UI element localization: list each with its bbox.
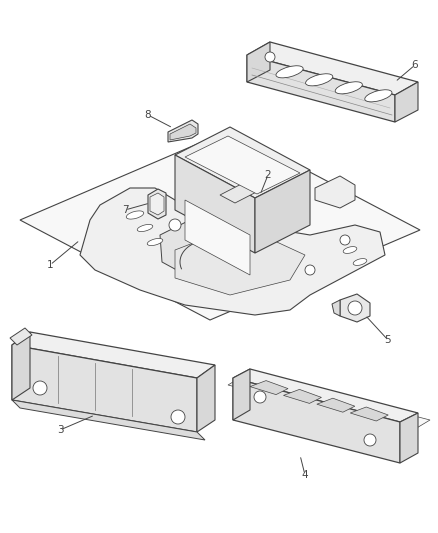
Polygon shape — [148, 189, 166, 219]
Polygon shape — [20, 130, 419, 320]
Polygon shape — [283, 390, 321, 403]
Polygon shape — [175, 155, 254, 253]
Polygon shape — [168, 120, 198, 142]
Text: 5: 5 — [384, 335, 390, 345]
Ellipse shape — [343, 247, 356, 253]
Text: 8: 8 — [145, 110, 151, 120]
Polygon shape — [12, 332, 30, 400]
Circle shape — [171, 410, 184, 424]
Text: 4: 4 — [301, 470, 307, 480]
Polygon shape — [233, 369, 417, 422]
Polygon shape — [10, 328, 32, 345]
Text: 3: 3 — [57, 425, 63, 435]
Ellipse shape — [364, 90, 391, 102]
Ellipse shape — [137, 224, 152, 231]
Circle shape — [254, 391, 265, 403]
Polygon shape — [184, 200, 249, 275]
Polygon shape — [227, 373, 429, 432]
Polygon shape — [254, 170, 309, 253]
Polygon shape — [247, 42, 269, 82]
Polygon shape — [80, 188, 384, 315]
Ellipse shape — [334, 82, 361, 94]
Circle shape — [339, 235, 349, 245]
Polygon shape — [219, 177, 269, 203]
Polygon shape — [184, 136, 299, 194]
Text: 6: 6 — [411, 60, 417, 70]
Polygon shape — [233, 369, 249, 420]
Polygon shape — [197, 365, 215, 432]
Polygon shape — [394, 82, 417, 122]
Ellipse shape — [305, 74, 332, 86]
Polygon shape — [331, 300, 339, 316]
Text: 7: 7 — [121, 205, 128, 215]
Polygon shape — [247, 55, 394, 122]
Polygon shape — [150, 193, 164, 215]
Polygon shape — [247, 42, 417, 95]
Circle shape — [169, 219, 180, 231]
Ellipse shape — [353, 259, 366, 265]
Polygon shape — [175, 127, 309, 198]
Polygon shape — [314, 176, 354, 208]
Ellipse shape — [126, 211, 143, 219]
Polygon shape — [233, 378, 399, 463]
Ellipse shape — [276, 66, 303, 78]
Text: 1: 1 — [46, 260, 53, 270]
Polygon shape — [12, 345, 197, 432]
Circle shape — [33, 381, 47, 395]
Polygon shape — [159, 220, 265, 285]
Circle shape — [265, 52, 274, 62]
Polygon shape — [12, 400, 205, 440]
Polygon shape — [339, 294, 369, 322]
Circle shape — [347, 301, 361, 315]
Text: 2: 2 — [264, 170, 271, 180]
Circle shape — [363, 434, 375, 446]
Polygon shape — [12, 332, 215, 378]
Polygon shape — [170, 124, 195, 140]
Polygon shape — [250, 381, 287, 394]
Polygon shape — [399, 413, 417, 463]
Polygon shape — [316, 398, 354, 412]
Circle shape — [304, 265, 314, 275]
Polygon shape — [350, 407, 387, 421]
Polygon shape — [175, 225, 304, 295]
Ellipse shape — [147, 238, 162, 246]
